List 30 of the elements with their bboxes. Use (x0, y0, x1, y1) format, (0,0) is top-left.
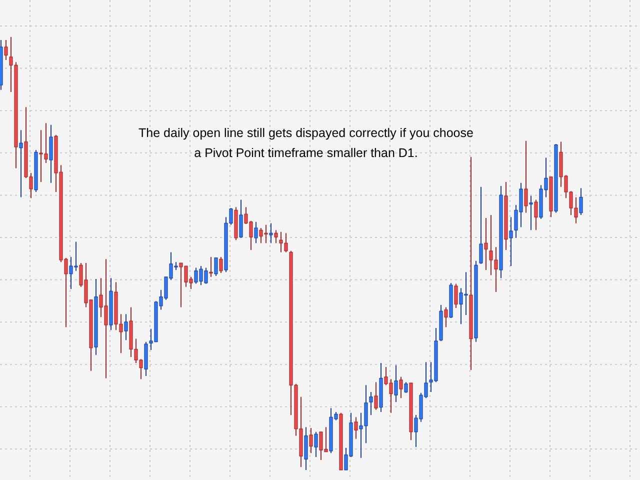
candlestick (479, 186, 483, 264)
candlestick (4, 40, 8, 60)
candlestick (399, 376, 403, 399)
candlestick (219, 256, 223, 274)
candlestick (369, 392, 373, 416)
candlestick (404, 382, 408, 394)
candlestick (394, 364, 398, 403)
candlestick (49, 124, 53, 184)
candlestick (484, 217, 488, 270)
candlestick (314, 431, 318, 458)
candlestick (304, 426, 308, 470)
candlestick (124, 314, 128, 341)
candlestick (354, 416, 358, 440)
candlestick (529, 195, 533, 231)
annotation: The daily open line still gets dispayed correctly if you choose a Pivot Point timeframe smaller than D1. (138, 126, 474, 160)
candlestick (239, 199, 243, 238)
candlestick (579, 188, 583, 216)
candlestick (214, 257, 218, 277)
candlestick (534, 199, 538, 231)
candlestick (269, 222, 273, 244)
candlestick (19, 130, 23, 198)
candlestick (524, 140, 528, 214)
candlestick (309, 428, 313, 454)
candlestick (509, 216, 513, 267)
candlestick (374, 382, 378, 410)
candlestick (254, 221, 258, 244)
candlestick (444, 306, 448, 328)
candlestick (454, 283, 458, 309)
candlestick (274, 230, 278, 244)
candlestick (209, 256, 213, 278)
